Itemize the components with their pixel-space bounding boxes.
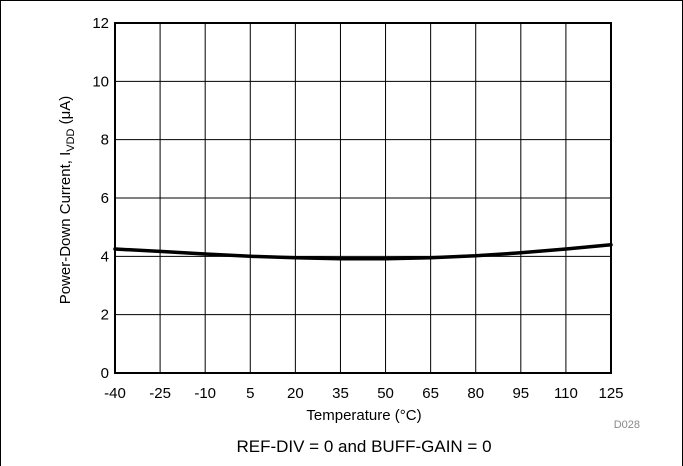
plot-area-frame <box>114 22 612 374</box>
x-axis-title: Temperature (°C) <box>306 407 421 424</box>
y-axis-title: Power-Down Current, IVDD (μA) <box>57 96 77 305</box>
y-axis-title-unit: (μA) <box>57 96 74 129</box>
x-tick-label: 35 <box>332 385 349 402</box>
figure-caption: REF-DIV = 0 and BUFF-GAIN = 0 <box>236 437 491 456</box>
x-tick-label: 50 <box>377 385 394 402</box>
y-tick-label: 10 <box>92 73 109 90</box>
series-line <box>113 242 613 261</box>
y-tick-label: 0 <box>101 365 109 382</box>
x-tick-labels: -40 -25 -10 5 20 35 50 65 80 95 110 125 <box>104 385 623 402</box>
x-tick-label: 65 <box>422 385 439 402</box>
x-tick-label: -10 <box>194 385 216 402</box>
x-tick-label: 20 <box>287 385 304 402</box>
x-tick-label: 5 <box>246 385 254 402</box>
y-tick-labels: 0 2 4 6 8 10 12 <box>92 15 109 382</box>
x-tick-label: 110 <box>554 385 578 402</box>
y-tick-label: 6 <box>101 190 109 207</box>
x-tick-label: -40 <box>104 385 126 402</box>
figure-code: D028 <box>614 419 640 431</box>
x-tick-label: -25 <box>149 385 171 402</box>
y-axis-title-main: Power-Down Current, I <box>57 152 74 305</box>
series-layer <box>113 242 613 261</box>
grid-lines <box>114 22 612 374</box>
x-tick-label: 125 <box>598 385 623 402</box>
y-tick-label: 4 <box>101 248 109 265</box>
y-axis-title-subscript: VDD <box>65 128 77 151</box>
x-tick-label: 95 <box>512 385 529 402</box>
y-tick-label: 8 <box>101 132 109 149</box>
y-tick-label: 2 <box>101 307 109 324</box>
y-tick-label: 12 <box>92 15 109 32</box>
x-tick-label: 80 <box>467 385 484 402</box>
